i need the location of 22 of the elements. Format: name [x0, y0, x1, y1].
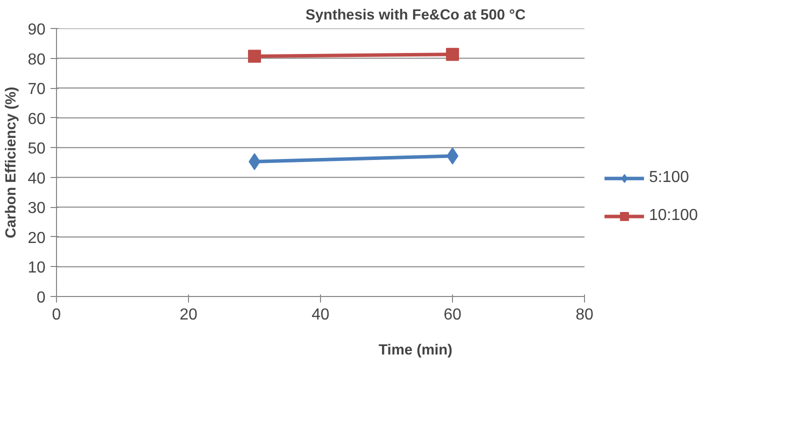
y-tick-label: 60: [28, 110, 46, 128]
x-tick-label: 40: [312, 306, 330, 324]
y-tick-label: 10: [28, 260, 46, 277]
x-tick-label: 80: [576, 306, 594, 324]
y-tick-label: 50: [28, 140, 46, 158]
y-tick-label: 20: [28, 230, 46, 247]
y-tick-label: 0: [36, 290, 46, 306]
x-axis-title: Time (min): [378, 342, 453, 358]
x-tick-label: 20: [180, 306, 198, 324]
y-tick-label: 80: [28, 51, 46, 68]
y-tick-label: 90: [28, 22, 46, 38]
point: [446, 48, 459, 61]
point: [248, 50, 261, 63]
legend-label: 10:100: [649, 207, 698, 225]
y-axis-title: Carbon Efficiency (%): [4, 86, 20, 238]
chart-title: Synthesis with Fe&Co at 500 °C: [305, 8, 526, 24]
legend-label: 5:100: [649, 169, 690, 187]
x-tick-label: 60: [444, 306, 462, 324]
y-tick-label: 30: [28, 200, 46, 218]
x-tick-label: 0: [52, 306, 62, 324]
y-tick-label: 70: [28, 81, 46, 98]
y-tick-label: 40: [28, 170, 46, 188]
